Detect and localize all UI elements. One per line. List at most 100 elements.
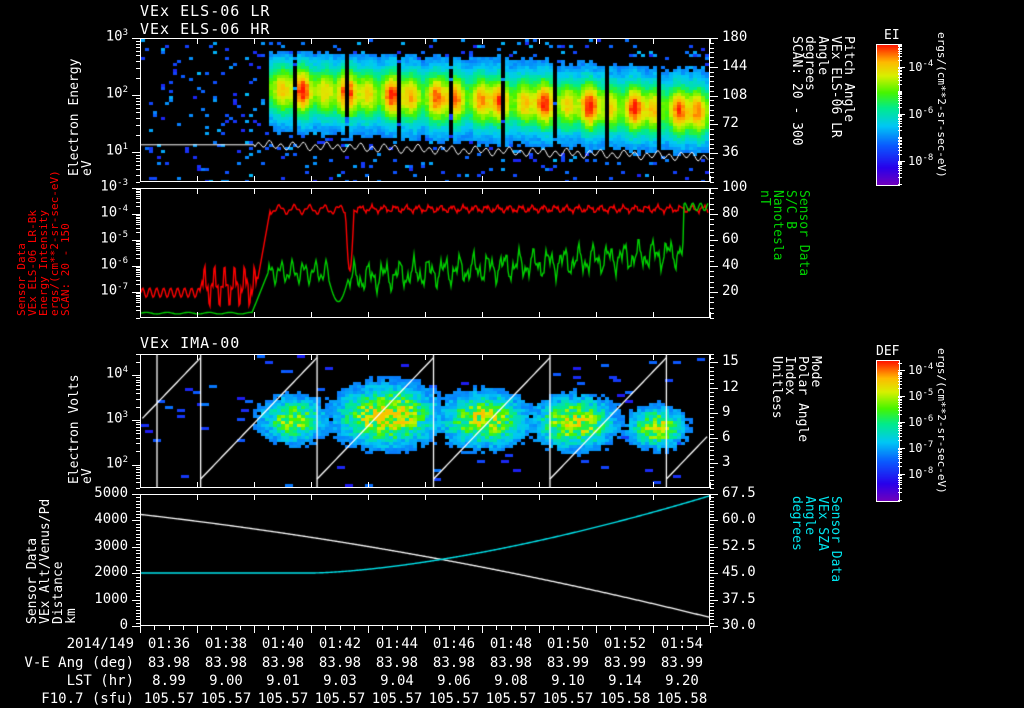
tick-mark — [136, 250, 140, 251]
tick-mark — [136, 258, 140, 259]
tick-mark — [140, 354, 141, 360]
tick-mark — [898, 74, 902, 75]
tick-mark — [539, 494, 540, 500]
tick-mark — [254, 482, 255, 488]
tick-mark — [511, 626, 512, 630]
tick-mark — [710, 616, 714, 617]
tick-mark — [898, 103, 902, 104]
tick-mark — [898, 94, 902, 95]
bottom-cell-r2-c4: 9.04 — [380, 673, 414, 689]
tick-mark — [898, 56, 902, 57]
def-cbtick--7: 10-7 — [908, 440, 934, 455]
bottom-cell-r3-c9: 105.58 — [656, 691, 708, 707]
panel3-title: VEx IMA-00 — [140, 334, 241, 352]
tick-mark — [898, 480, 902, 481]
tick-mark — [136, 362, 140, 363]
tick-mark — [136, 534, 140, 535]
tick-mark — [898, 44, 902, 45]
tick-mark — [136, 243, 140, 244]
tick-mark — [898, 423, 902, 424]
panel2-line-canvas — [141, 189, 709, 317]
tick-mark — [710, 413, 714, 414]
tick-mark — [136, 430, 140, 431]
tick-mark — [898, 482, 902, 483]
tick-mark — [136, 95, 140, 96]
tick-mark — [136, 198, 140, 199]
tick-mark — [710, 81, 714, 82]
tick-mark — [482, 494, 483, 500]
tick-mark — [136, 152, 140, 153]
tick-mark — [183, 626, 184, 630]
tick-mark — [136, 206, 140, 207]
tick-mark — [136, 217, 140, 218]
tick-mark — [136, 530, 140, 531]
tick-mark — [136, 169, 140, 170]
tick-mark — [136, 267, 140, 268]
tick-mark — [710, 144, 714, 145]
tick-mark — [397, 626, 398, 630]
tick-mark — [136, 385, 140, 386]
tick-mark — [539, 482, 540, 488]
tick-mark — [710, 540, 714, 541]
tick-mark — [482, 38, 483, 44]
tick-mark — [710, 120, 714, 121]
bottom-cell-r2-c8: 9.14 — [608, 673, 642, 689]
tick-mark — [710, 292, 714, 293]
tick-mark — [710, 124, 714, 125]
tick-mark — [136, 38, 140, 39]
panel2-right-tick-40: 40 — [722, 257, 739, 273]
tick-mark — [898, 428, 902, 429]
tick-mark — [254, 188, 255, 194]
tick-mark — [710, 626, 714, 627]
tick-mark — [136, 616, 140, 617]
tick-mark — [898, 407, 902, 408]
panel1-title-hr: VEx ELS-06 HR — [140, 20, 271, 38]
tick-mark — [710, 153, 714, 154]
tick-mark — [197, 188, 198, 194]
tick-mark — [625, 626, 626, 630]
tick-mark — [710, 308, 714, 309]
tick-mark — [898, 60, 902, 61]
tick-mark — [710, 313, 714, 314]
tick-mark — [710, 446, 714, 447]
panel3-right-tick-6: 6 — [722, 429, 731, 445]
tick-mark — [898, 118, 902, 119]
tick-mark — [710, 86, 714, 87]
tick-mark — [254, 176, 255, 182]
bottom-cell-r1-c5: 83.98 — [432, 655, 476, 671]
tick-mark — [568, 626, 569, 630]
tick-mark — [710, 596, 714, 597]
tick-mark — [710, 494, 718, 495]
tick-mark — [136, 284, 140, 285]
tick-mark — [136, 433, 140, 434]
tick-mark — [136, 482, 140, 483]
tick-mark — [136, 610, 140, 611]
tick-mark — [425, 626, 426, 630]
tick-mark — [136, 98, 140, 99]
tick-mark — [898, 363, 902, 364]
tick-mark — [136, 266, 140, 267]
bottom-row-label-3: F10.7 (sfu) — [41, 691, 134, 707]
tick-mark — [710, 600, 718, 601]
tick-mark — [710, 511, 714, 512]
tick-mark — [136, 577, 140, 578]
tick-mark — [136, 606, 140, 607]
tick-mark — [136, 272, 140, 273]
panel3-right-axis-label: Mode Polar Angle Index Unitless — [769, 356, 823, 443]
tick-mark — [136, 613, 140, 614]
tick-mark — [710, 292, 718, 293]
tick-mark — [136, 306, 140, 307]
tick-mark — [136, 296, 140, 297]
tick-mark — [898, 53, 902, 54]
panel4-plot-frame — [140, 494, 710, 626]
tick-mark — [710, 188, 714, 189]
tick-mark — [898, 478, 902, 479]
tick-mark — [710, 514, 714, 515]
tick-mark — [136, 165, 140, 166]
tick-mark — [898, 73, 902, 74]
tick-mark — [898, 70, 902, 71]
tick-mark — [710, 176, 711, 182]
bottom-cell-r0-c6: 01:48 — [489, 636, 533, 652]
tick-mark — [136, 218, 140, 219]
